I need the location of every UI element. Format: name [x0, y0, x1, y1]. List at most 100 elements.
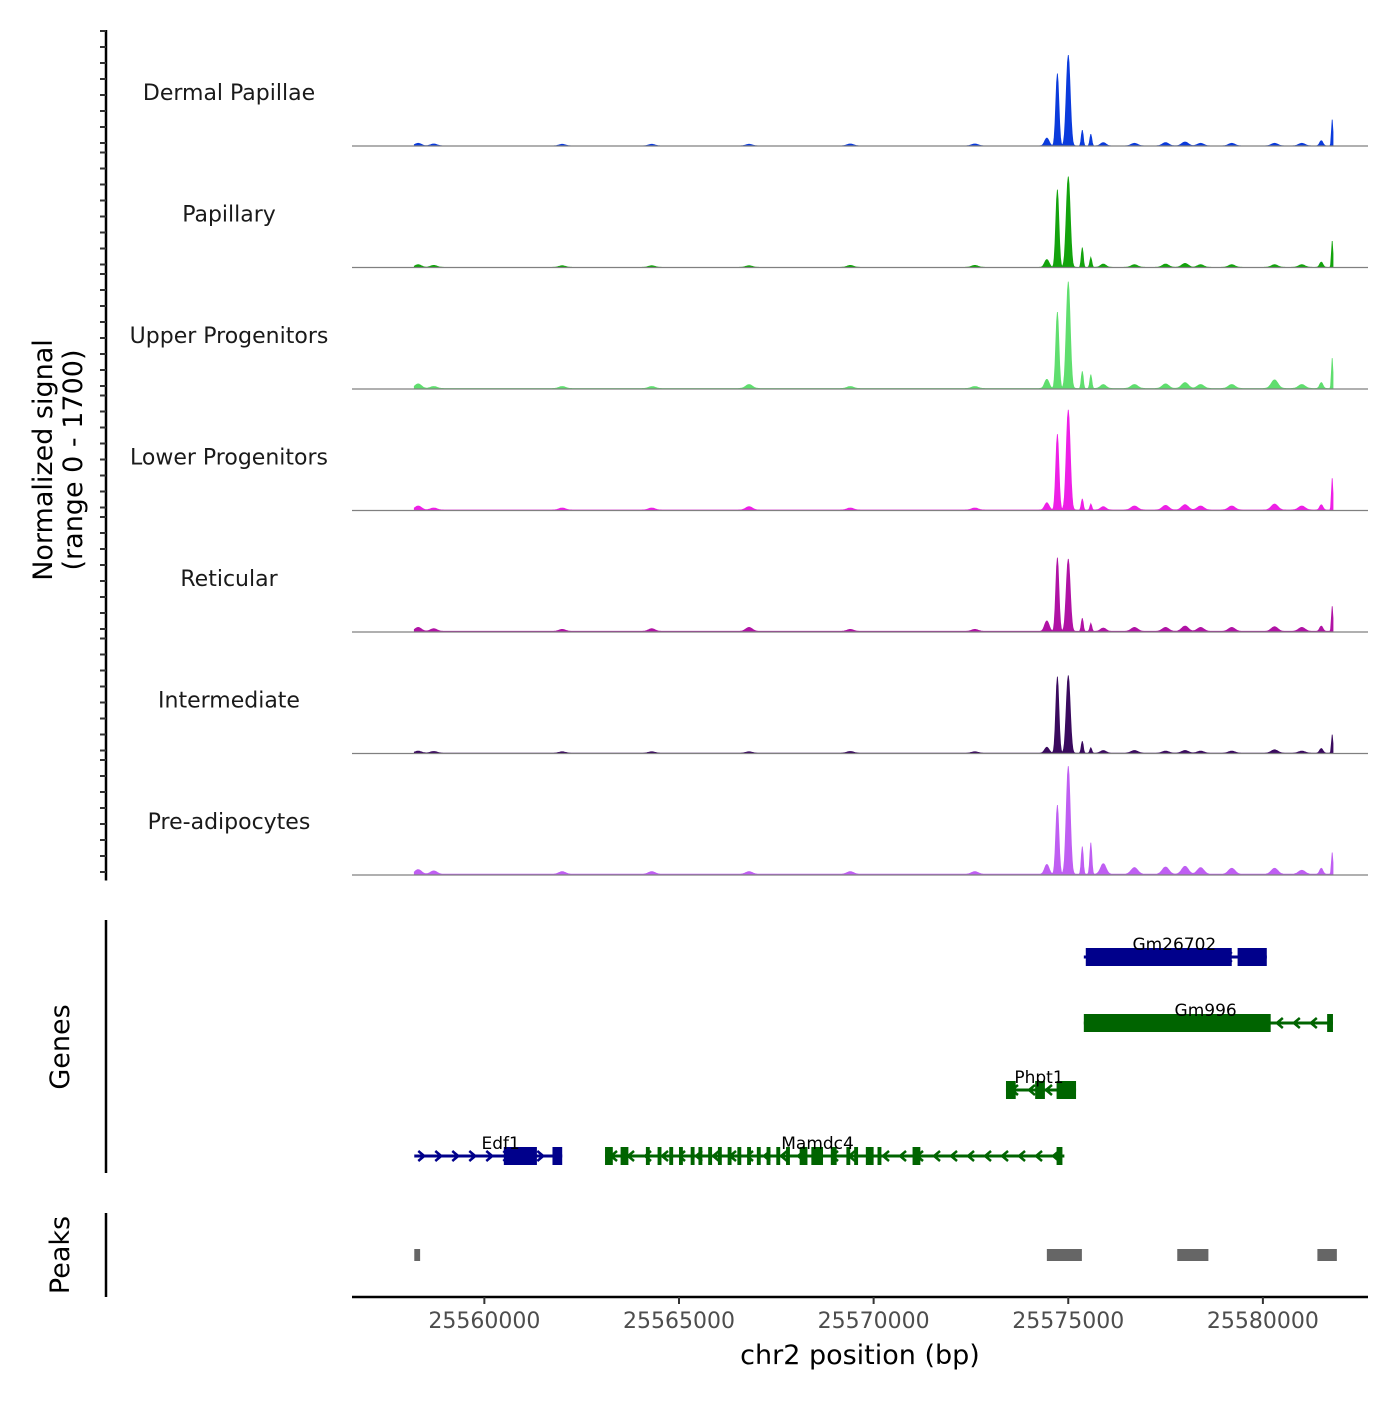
strand-arrow	[451, 1150, 461, 1162]
gene-exon	[708, 1147, 713, 1165]
gene-gm26702: Gm26702	[1083, 935, 1267, 966]
gene-exon	[865, 1147, 874, 1165]
peak-region	[1177, 1249, 1209, 1261]
peaks-panel-label: Peaks	[45, 1216, 76, 1294]
y-axis-title-line1: Normalized signal	[28, 339, 59, 581]
track-label: Reticular	[180, 567, 278, 592]
x-axis-title: chr2 position (bp)	[740, 1340, 980, 1371]
x-tick-label: 25580000	[1207, 1309, 1319, 1334]
gene-exon	[678, 1147, 683, 1165]
gene-exon	[737, 1147, 742, 1165]
peak-region	[1317, 1249, 1337, 1261]
gene-label: Edf1	[482, 1134, 520, 1154]
strand-arrow	[932, 1150, 941, 1162]
strand-arrow	[983, 1150, 992, 1162]
x-axis: chr2 position (bp) 25560000 25565000 25570…	[352, 1295, 1368, 1371]
gene-exon	[1056, 1081, 1077, 1099]
gene-exon	[846, 1147, 851, 1165]
gene-exon	[756, 1147, 761, 1165]
strand-arrow	[468, 1150, 478, 1162]
gene-exon	[811, 1147, 824, 1165]
gene-mamdc4: Mamdc4	[605, 1134, 1065, 1165]
signal-track-intermediate: Intermediate	[158, 675, 1368, 755]
signal-track-reticular: Reticular	[180, 557, 1368, 633]
peak-region	[1046, 1249, 1082, 1261]
gene-label: Gm26702	[1132, 935, 1216, 955]
strand-arrow	[898, 1150, 907, 1162]
strand-arrow	[1308, 1017, 1318, 1029]
gene-label: Mamdc4	[781, 1134, 854, 1154]
signal-track-pre-adipocytes: Pre-adipocytes	[148, 766, 1368, 876]
signal-area-3	[413, 409, 1334, 511]
signal-area-2	[413, 281, 1334, 390]
gene-edf1: Edf1	[414, 1134, 563, 1165]
track-label: Papillary	[182, 203, 276, 228]
strand-arrow	[966, 1150, 975, 1162]
strand-arrow	[779, 1150, 788, 1162]
gene-exon	[776, 1147, 781, 1165]
gene-exon	[799, 1147, 808, 1165]
gene-exon	[1083, 1014, 1271, 1032]
signal-area-4	[413, 557, 1334, 633]
strand-arrow	[881, 1150, 890, 1162]
strand-arrow	[536, 1150, 546, 1162]
signal-panel: Dermal Papillae Papillary Upper Progenitor…	[100, 30, 1368, 881]
gene-exon	[877, 1147, 882, 1165]
gene-exon	[690, 1147, 695, 1165]
track-label: Intermediate	[158, 689, 300, 714]
strand-arrow	[949, 1150, 958, 1162]
gene-exon	[1035, 1081, 1045, 1099]
gene-exon	[747, 1147, 752, 1165]
strand-arrow	[1291, 1017, 1301, 1029]
gene-exon	[854, 1147, 859, 1165]
gene-exon	[1005, 1081, 1016, 1099]
signal-area-5	[413, 675, 1334, 754]
x-tick-label: 25575000	[1012, 1309, 1124, 1334]
gene-exon	[669, 1147, 674, 1165]
track-label: Dermal Papillae	[143, 81, 315, 106]
signal-track-dermal-papillae: Dermal Papillae	[143, 54, 1368, 147]
strand-arrow	[1027, 1084, 1036, 1096]
gene-exon	[727, 1147, 732, 1165]
gene-exon	[657, 1147, 662, 1165]
strand-arrow	[711, 1150, 720, 1162]
signal-area-6	[413, 766, 1334, 876]
gene-exon	[717, 1147, 722, 1165]
strand-arrow	[417, 1150, 427, 1162]
peak-region	[414, 1249, 421, 1261]
strand-arrow	[1274, 1017, 1284, 1029]
gene-exon	[620, 1147, 629, 1165]
gene-exon	[1085, 948, 1232, 966]
gene-exon	[830, 1147, 837, 1165]
gene-label: Gm996	[1175, 1001, 1237, 1021]
strand-arrow	[434, 1150, 444, 1162]
gene-exon	[766, 1147, 771, 1165]
x-tick-label: 25570000	[818, 1309, 930, 1334]
gene-exon	[1327, 1014, 1333, 1032]
genes-panel-label: Genes	[45, 1004, 76, 1089]
strand-arrow	[1017, 1150, 1026, 1162]
y-axis-title-line2: (range 0 - 1700)	[58, 350, 89, 571]
genes-panel: Genes Gm26702 Gm996 Phpt1 Edf1 Mamdc4	[45, 920, 1333, 1173]
signal-area-1	[413, 176, 1334, 268]
gene-label: Phpt1	[1014, 1068, 1063, 1088]
track-label: Pre-adipocytes	[148, 810, 311, 835]
gene-exon	[1237, 948, 1267, 966]
gene-exon	[786, 1147, 790, 1165]
track-label: Upper Progenitors	[130, 324, 329, 349]
gene-exon	[1056, 1147, 1063, 1165]
gene-exon	[503, 1147, 537, 1165]
gene-exon	[605, 1147, 613, 1165]
x-tick-label: 25565000	[623, 1309, 735, 1334]
strand-arrow	[1044, 1084, 1053, 1096]
y-axis-title: Normalized signal (range 0 - 1700)	[28, 339, 89, 581]
signal-area-0	[413, 54, 1334, 147]
gene-gm996: Gm996	[1083, 1001, 1333, 1032]
x-tick-label: 25560000	[428, 1309, 540, 1334]
signal-track-papillary: Papillary	[182, 176, 1368, 269]
gene-exon	[645, 1147, 650, 1165]
strand-arrow	[1034, 1150, 1043, 1162]
track-label: Lower Progenitors	[130, 446, 328, 471]
